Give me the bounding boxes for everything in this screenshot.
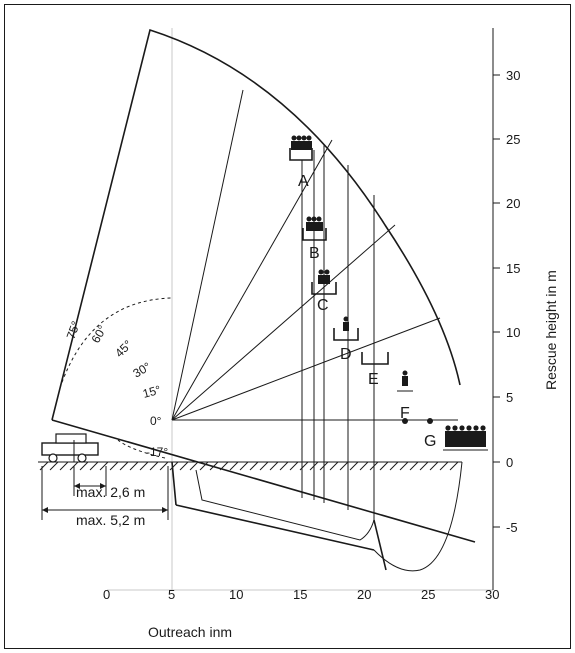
envelope-cut-left <box>171 461 177 506</box>
position-C: C <box>311 269 337 314</box>
position-B: B <box>302 216 327 262</box>
person-group-icon <box>291 135 312 150</box>
position-label-A: A <box>298 173 309 190</box>
y-tick-minus5: -5 <box>506 520 518 535</box>
envelope-step <box>373 519 387 571</box>
position-E: E <box>361 352 389 388</box>
dimension-label-wide: max. 5,2 m <box>76 512 145 528</box>
envelope-bottom-curve <box>373 461 463 572</box>
y-tick-20: 20 <box>506 196 520 211</box>
angle-arc <box>59 297 173 459</box>
position-marker <box>402 418 408 424</box>
person-group-icon <box>443 425 488 451</box>
outreach-axis-labels: 0 5 10 15 20 25 30 <box>103 587 499 602</box>
reach-lines <box>301 145 375 520</box>
y-tick-0: 0 <box>506 455 513 470</box>
basket-icon <box>361 352 389 365</box>
position-label-D: D <box>340 346 352 363</box>
height-axis-labels: 30 25 20 15 10 5 0 -5 <box>506 68 520 535</box>
y-tick-25: 25 <box>506 132 520 147</box>
x-tick-25: 25 <box>421 587 435 602</box>
angle-label-75: 75° <box>64 319 83 341</box>
ground-hatching <box>38 461 462 471</box>
person-icon <box>402 370 408 386</box>
angle-label-15: 15° <box>141 383 162 401</box>
angle-label-minus17: -17° <box>146 445 168 459</box>
position-label-C: C <box>317 297 329 314</box>
inner-envelope <box>195 469 375 541</box>
person-icon <box>343 316 349 331</box>
basket-icon <box>311 282 337 295</box>
position-D: D <box>333 316 359 363</box>
y-tick-30: 30 <box>506 68 520 83</box>
outrigger-dimensions <box>41 466 169 520</box>
lower-boom-limit <box>51 419 476 543</box>
y-axis-title: Rescue height in m <box>543 270 559 390</box>
angle-label-0: 0° <box>150 414 162 428</box>
position-label-G: G <box>424 433 436 450</box>
position-A: A <box>289 135 313 190</box>
basket-icon <box>302 228 327 241</box>
y-tick-5: 5 <box>506 390 513 405</box>
y-tick-15: 15 <box>506 261 520 276</box>
person-group-icon <box>318 269 330 284</box>
position-G: G <box>424 418 488 451</box>
basket-icon <box>333 328 359 341</box>
working-envelope-outline <box>51 28 461 421</box>
dimension-label-narrow: max. 2,6 m <box>76 484 145 500</box>
person-group-icon <box>306 216 323 231</box>
position-F: F <box>397 370 413 424</box>
angle-radials <box>171 89 458 421</box>
position-marker <box>427 418 433 424</box>
x-tick-0: 0 <box>103 587 110 602</box>
position-label-B: B <box>309 245 320 262</box>
height-axis-ticks <box>493 74 500 528</box>
x-tick-30: 30 <box>485 587 499 602</box>
position-label-E: E <box>368 371 379 388</box>
x-axis-title: Outreach inm <box>148 624 232 640</box>
y-tick-10: 10 <box>506 325 520 340</box>
x-tick-10: 10 <box>229 587 243 602</box>
basket-icon <box>289 148 313 161</box>
x-tick-20: 20 <box>357 587 371 602</box>
x-tick-5: 5 <box>168 587 175 602</box>
position-label-F: F <box>400 405 410 422</box>
envelope-bottom-outer <box>175 504 375 551</box>
x-tick-15: 15 <box>293 587 307 602</box>
diagram-frame <box>4 4 571 649</box>
fire-truck-icon <box>41 433 99 463</box>
